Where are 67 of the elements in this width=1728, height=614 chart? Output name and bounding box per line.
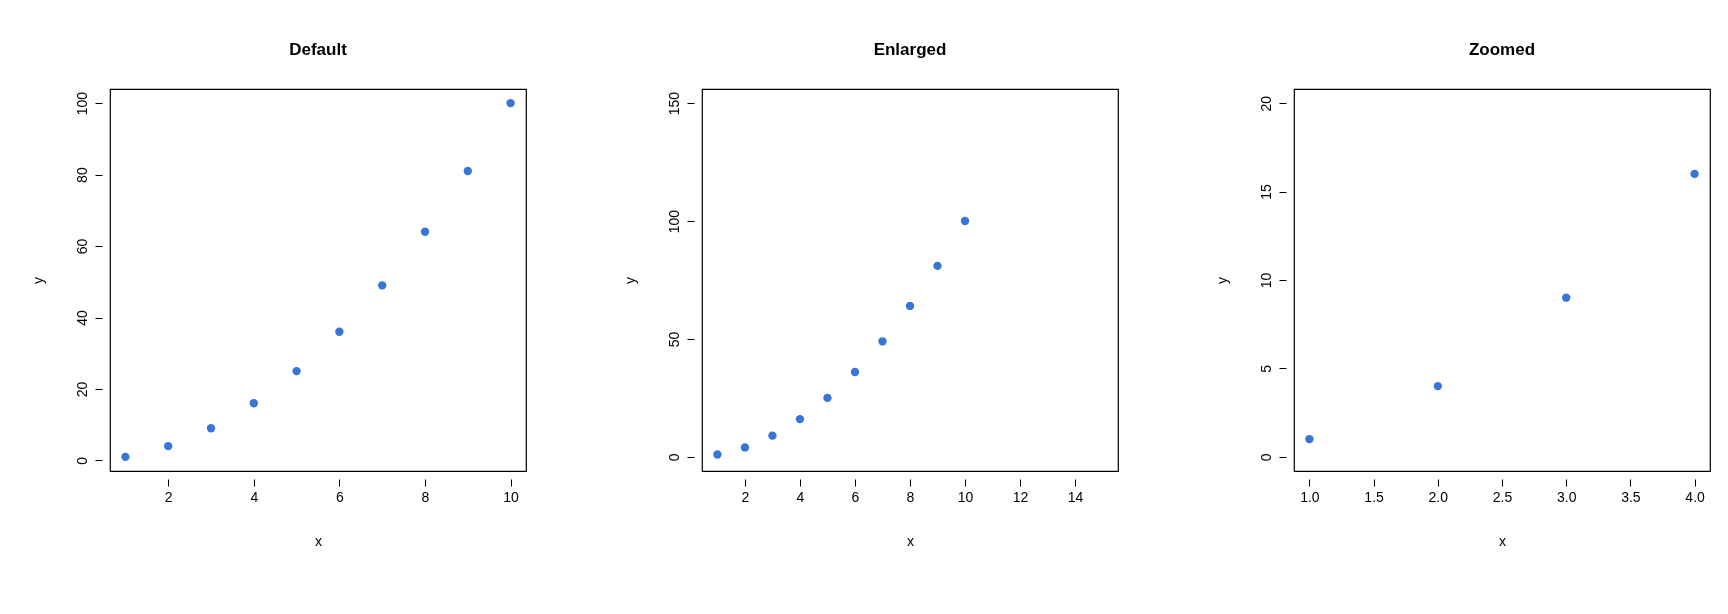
point [506, 98, 515, 108]
chart-title: Zoomed [1468, 40, 1536, 59]
x-axis-title: x [1499, 532, 1506, 549]
point [292, 366, 301, 376]
y-axis-title: y [29, 277, 46, 284]
y-tick-label: 150 [665, 91, 682, 116]
x-tick-label: 14 [1067, 488, 1084, 505]
x-tick-label: 3.0 [1556, 488, 1577, 505]
y-tick-label: 20 [73, 381, 90, 398]
point [420, 227, 430, 236]
y-tick-label: 0 [1257, 453, 1274, 462]
x-tick-label: 2.0 [1428, 488, 1449, 505]
x-tick-label: 1.0 [1300, 488, 1320, 505]
point [850, 367, 860, 377]
y-tick-label: 5 [1257, 364, 1274, 373]
x-tick-label: 1.5 [1364, 488, 1385, 505]
point [249, 399, 258, 408]
point [878, 337, 887, 346]
x-tick-label: 12 [1012, 488, 1029, 505]
x-tick-label: 8 [906, 488, 915, 505]
x-tick-label: 4.0 [1685, 488, 1706, 505]
point [1305, 434, 1314, 444]
chart-title: Enlarged [873, 40, 947, 59]
y-tick-label: 80 [73, 167, 90, 183]
x-axis-title: x [315, 532, 322, 549]
point [463, 166, 472, 176]
x-tick-label: 6 [336, 488, 344, 505]
y-tick-label: 10 [1257, 272, 1274, 289]
point [960, 216, 970, 226]
x-tick-label: 2.5 [1492, 488, 1513, 505]
x-tick-label: 10 [503, 488, 520, 505]
y-tick-label: 20 [1257, 95, 1274, 112]
y-tick-label: 100 [665, 209, 682, 234]
point [823, 393, 832, 403]
x-tick-label: 6 [851, 488, 860, 505]
point [335, 327, 344, 336]
y-tick-label: 40 [73, 310, 90, 326]
x-tick-label: 4 [250, 488, 259, 505]
y-axis-title: y [1213, 277, 1230, 284]
x-tick-label: 4 [796, 488, 805, 505]
x-tick-label: 8 [421, 488, 430, 505]
point [905, 301, 915, 311]
point [164, 441, 173, 451]
point [378, 281, 387, 290]
y-tick-label: 0 [73, 456, 90, 465]
point [768, 431, 777, 440]
y-tick-label: 100 [73, 91, 90, 116]
point [713, 450, 722, 459]
y-tick-label: 50 [665, 331, 682, 348]
point [740, 443, 750, 452]
point [206, 424, 216, 433]
point [1690, 169, 1699, 179]
y-tick-label: 15 [1257, 184, 1274, 200]
x-tick-label: 10 [957, 488, 974, 505]
y-tick-label: 60 [73, 238, 90, 255]
point [1433, 381, 1442, 391]
point [933, 261, 942, 271]
point [1562, 293, 1571, 302]
x-tick-label: 2 [164, 488, 173, 505]
chart-title: Default [289, 40, 348, 59]
y-axis-title: y [621, 277, 638, 284]
x-tick-label: 3.5 [1621, 488, 1641, 505]
point [795, 414, 805, 424]
point [121, 452, 130, 462]
x-tick-label: 2 [741, 488, 750, 505]
x-axis-title: x [907, 532, 914, 549]
y-tick-label: 0 [665, 453, 682, 462]
